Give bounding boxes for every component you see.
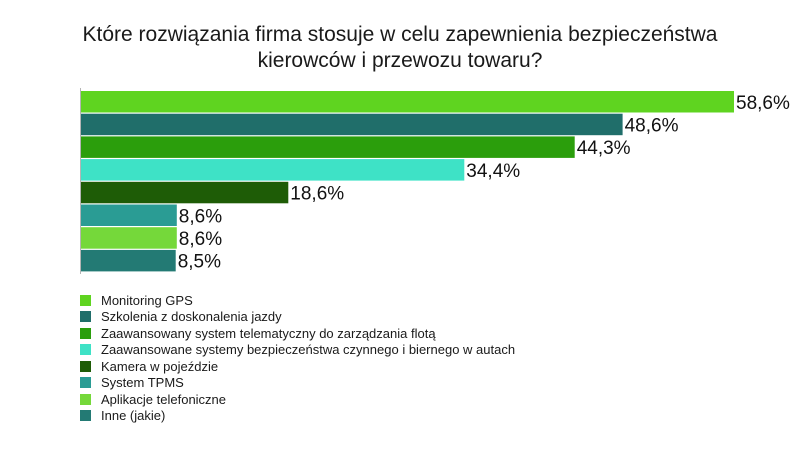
bar-3 [81, 136, 575, 158]
legend-item-3: Zaawansowany system telematyczny do zarz… [80, 325, 515, 342]
legend-label-6: System TPMS [101, 375, 184, 391]
legend-item-1: Monitoring GPS [80, 292, 515, 309]
bar-6 [81, 204, 177, 226]
bar-value-label-7: 8,6% [179, 229, 222, 250]
legend-item-8: Inne (jakie) [80, 408, 515, 425]
chart-title-line-1: Które rozwiązania firma stosuje w celu z… [82, 23, 718, 46]
legend-label-3: Zaawansowany system telematyczny do zarz… [101, 325, 436, 341]
bar-8 [81, 249, 176, 272]
bar-4 [81, 159, 465, 181]
bars: 58,6%48,6%44,3%34,4%18,6%8,6%8,6%8,5% [81, 91, 790, 273]
legend-swatch-7 [80, 393, 91, 405]
bar-1 [81, 91, 734, 113]
legend-label-7: Aplikacje telefoniczne [101, 391, 227, 407]
bar-value-label-6: 8,6% [179, 206, 222, 227]
legend-item-7: Aplikacje telefoniczne [80, 391, 515, 408]
bar-chart: 58,6%48,6%44,3%34,4%18,6%8,6%8,6%8,5% [80, 88, 790, 274]
bar-value-label-2: 48,6% [625, 115, 679, 136]
legend-label-1: Monitoring GPS [101, 292, 193, 308]
legend-swatch-2 [80, 311, 91, 323]
legend-swatch-5 [80, 360, 91, 372]
chart-title-line-2: kierowców i przewozu towaru? [257, 49, 543, 72]
legend-swatch-4 [80, 344, 91, 356]
bar-value-label-4: 34,4% [466, 161, 520, 182]
legend-label-4: Zaawansowane systemy bezpieczeństwa czyn… [101, 342, 516, 358]
legend-swatch-6 [80, 377, 91, 389]
legend-swatch-1 [80, 294, 91, 306]
legend-item-2: Szkolenia z doskonalenia jazdy [80, 309, 515, 326]
legend-swatch-3 [80, 327, 91, 339]
legend-label-5: Kamera w pojeździe [101, 358, 219, 374]
bar-value-label-3: 44,3% [577, 138, 631, 159]
bar-7 [81, 227, 177, 249]
chart-title: Które rozwiązania firma stosuje w celu z… [0, 22, 800, 74]
bar-value-label-8: 8,5% [178, 252, 221, 273]
legend-swatch-8 [80, 410, 91, 422]
bar-value-label-1: 58,6% [736, 93, 790, 114]
bar-5 [81, 181, 289, 204]
legend-label-8: Inne (jakie) [101, 408, 166, 424]
legend-item-6: System TPMS [80, 375, 515, 392]
bar-value-label-5: 18,6% [290, 184, 344, 205]
legend: Monitoring GPS Szkolenia z doskonalenia j… [80, 292, 515, 424]
bar-2 [81, 113, 623, 136]
legend-item-5: Kamera w pojeździe [80, 358, 515, 375]
legend-item-4: Zaawansowane systemy bezpieczeństwa czyn… [80, 342, 515, 359]
legend-label-2: Szkolenia z doskonalenia jazdy [101, 309, 282, 325]
